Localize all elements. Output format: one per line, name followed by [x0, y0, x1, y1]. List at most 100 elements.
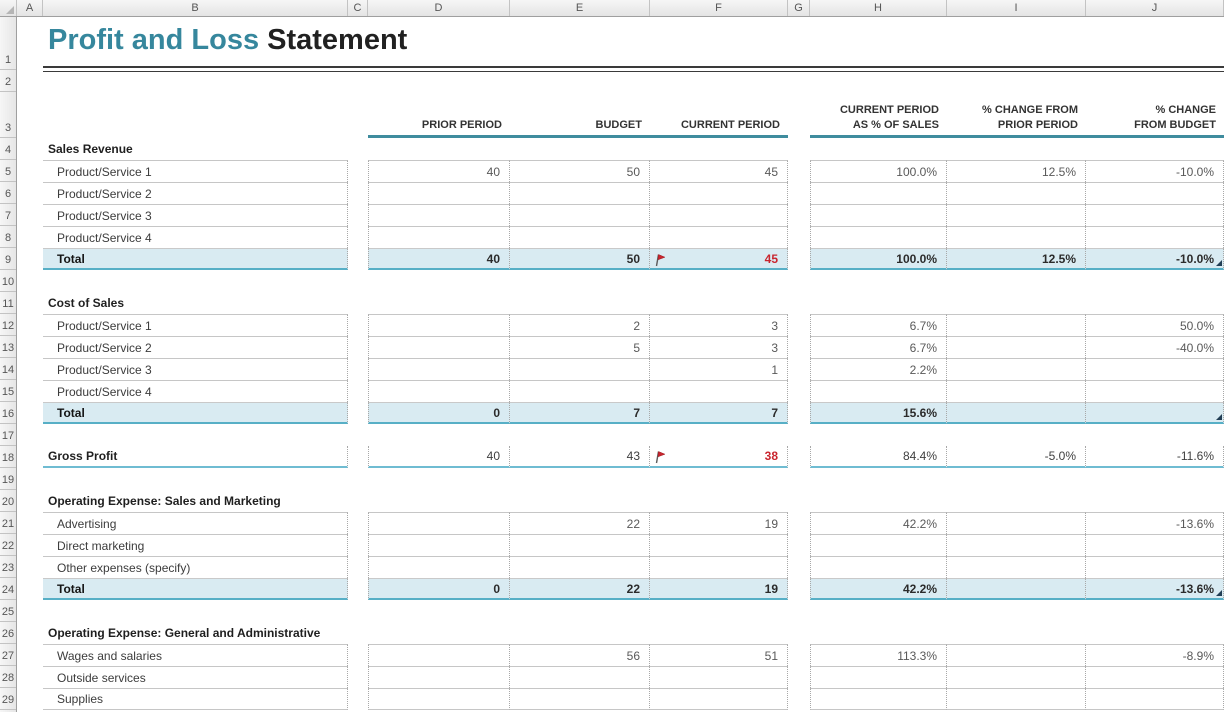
cell-I12[interactable] — [947, 314, 1086, 336]
row-header-19[interactable]: 19 — [0, 468, 16, 490]
cell-B4[interactable]: Sales Revenue — [43, 138, 348, 160]
cell-I24[interactable] — [947, 578, 1086, 600]
cell-E12[interactable]: 2 — [510, 314, 650, 336]
cell-B15[interactable]: Product/Service 4 — [43, 380, 348, 402]
cell-J28[interactable] — [1086, 666, 1224, 688]
cell-F14[interactable]: 1 — [650, 358, 788, 380]
cell-J23[interactable] — [1086, 556, 1224, 578]
cell-B23[interactable]: Other expenses (specify) — [43, 556, 348, 578]
cell-H6[interactable] — [810, 182, 947, 204]
cell-J29[interactable] — [1086, 688, 1224, 710]
cell-F7[interactable] — [650, 204, 788, 226]
cell-F16[interactable]: 7 — [650, 402, 788, 424]
row-header-28[interactable]: 28 — [0, 666, 16, 688]
row-header-14[interactable]: 14 — [0, 358, 16, 380]
cell-J14[interactable] — [1086, 358, 1224, 380]
col-header-budget[interactable]: BUDGET — [595, 119, 642, 131]
cell-D7[interactable] — [368, 204, 510, 226]
cell-I15[interactable] — [947, 380, 1086, 402]
row-header-8[interactable]: 8 — [0, 226, 16, 248]
cell-B16[interactable]: Total — [43, 402, 348, 424]
cell-I27[interactable] — [947, 644, 1086, 666]
cell-H28[interactable] — [810, 666, 947, 688]
cell-B6[interactable]: Product/Service 2 — [43, 182, 348, 204]
cell-J7[interactable] — [1086, 204, 1224, 226]
cell-E8[interactable] — [510, 226, 650, 248]
cell-E6[interactable] — [510, 182, 650, 204]
cell-F6[interactable] — [650, 182, 788, 204]
cell-H22[interactable] — [810, 534, 947, 556]
cell-F24[interactable]: 19 — [650, 578, 788, 600]
cell-D13[interactable] — [368, 336, 510, 358]
cell-J15[interactable] — [1086, 380, 1224, 402]
cell-I5[interactable]: 12.5% — [947, 160, 1086, 182]
row-header-11[interactable]: 11 — [0, 292, 16, 314]
cell-F5[interactable]: 45 — [650, 160, 788, 182]
cell-H9[interactable]: 100.0% — [810, 248, 947, 270]
cell-D24[interactable]: 0 — [368, 578, 510, 600]
row-header-5[interactable]: 5 — [0, 160, 16, 182]
cell-I7[interactable] — [947, 204, 1086, 226]
cell-B11[interactable]: Cost of Sales — [43, 292, 348, 314]
column-header-D[interactable]: D — [368, 0, 510, 16]
cell-B22[interactable]: Direct marketing — [43, 534, 348, 556]
cell-D15[interactable] — [368, 380, 510, 402]
cell-D18[interactable]: 40 — [368, 446, 510, 468]
cell-I9[interactable]: 12.5% — [947, 248, 1086, 270]
cell-J6[interactable] — [1086, 182, 1224, 204]
col-header-current-period[interactable]: CURRENT PERIOD — [680, 119, 780, 131]
row-header-13[interactable]: 13 — [0, 336, 16, 358]
cell-E18[interactable]: 43 — [510, 446, 650, 468]
row-header-24[interactable]: 24 — [0, 578, 16, 600]
cell-D29[interactable] — [368, 688, 510, 710]
cell-H23[interactable] — [810, 556, 947, 578]
cell-B21[interactable]: Advertising — [43, 512, 348, 534]
cell-H18[interactable]: 84.4% — [810, 446, 947, 468]
cell-D12[interactable] — [368, 314, 510, 336]
cell-H12[interactable]: 6.7% — [810, 314, 947, 336]
row-header-21[interactable]: 21 — [0, 512, 16, 534]
row-header-4[interactable]: 4 — [0, 138, 16, 160]
cell-H29[interactable] — [810, 688, 947, 710]
row-header-23[interactable]: 23 — [0, 556, 16, 578]
cell-J21[interactable]: -13.6% — [1086, 512, 1224, 534]
cell-I8[interactable] — [947, 226, 1086, 248]
cell-B14[interactable]: Product/Service 3 — [43, 358, 348, 380]
cell-I22[interactable] — [947, 534, 1086, 556]
cell-I16[interactable] — [947, 402, 1086, 424]
cell-E21[interactable]: 22 — [510, 512, 650, 534]
cell-D9[interactable]: 40 — [368, 248, 510, 270]
col-header-pct-change-budget[interactable]: % CHANGE FROM BUDGET — [1134, 104, 1216, 131]
cell-H13[interactable]: 6.7% — [810, 336, 947, 358]
cell-J27[interactable]: -8.9% — [1086, 644, 1224, 666]
cell-J18[interactable]: -11.6% — [1086, 446, 1224, 468]
cell-J8[interactable] — [1086, 226, 1224, 248]
cell-B5[interactable]: Product/Service 1 — [43, 160, 348, 182]
cell-F12[interactable]: 3 — [650, 314, 788, 336]
row-header-27[interactable]: 27 — [0, 644, 16, 666]
column-header-E[interactable]: E — [510, 0, 650, 16]
column-header-C[interactable]: C — [348, 0, 368, 16]
cell-E28[interactable] — [510, 666, 650, 688]
cell-B7[interactable]: Product/Service 3 — [43, 204, 348, 226]
cell-F23[interactable] — [650, 556, 788, 578]
col-header-prior-period[interactable]: PRIOR PERIOD — [421, 119, 502, 131]
cell-E27[interactable]: 56 — [510, 644, 650, 666]
cell-H14[interactable]: 2.2% — [810, 358, 947, 380]
row-header-3[interactable]: 3 — [0, 92, 16, 138]
cell-H7[interactable] — [810, 204, 947, 226]
cell-J12[interactable]: 50.0% — [1086, 314, 1224, 336]
cell-E9[interactable]: 50 — [510, 248, 650, 270]
column-header-J[interactable]: J — [1086, 0, 1224, 16]
column-header-B[interactable]: B — [43, 0, 348, 16]
cell-F22[interactable] — [650, 534, 788, 556]
col-header-current-period-pct-sales[interactable]: CURRENT PERIOD AS % OF SALES — [839, 104, 939, 131]
cell-I14[interactable] — [947, 358, 1086, 380]
cell-I18[interactable]: -5.0% — [947, 446, 1086, 468]
row-header-18[interactable]: 18 — [0, 446, 16, 468]
cell-H24[interactable]: 42.2% — [810, 578, 947, 600]
cell-I28[interactable] — [947, 666, 1086, 688]
cell-J22[interactable] — [1086, 534, 1224, 556]
cell-B28[interactable]: Outside services — [43, 666, 348, 688]
cell-F18[interactable]: 38 — [650, 446, 788, 468]
